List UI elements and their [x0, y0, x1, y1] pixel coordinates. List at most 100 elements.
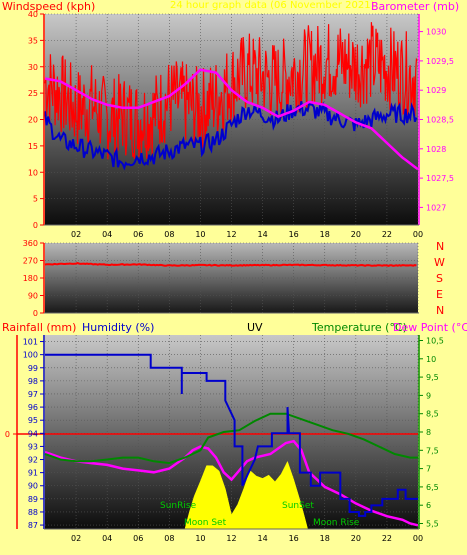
sunset-label: SunSet: [282, 501, 314, 511]
temperature-tick-label: 7: [426, 465, 431, 474]
chart-subtitle: 24 hour graph data (06 November 2021): [170, 0, 375, 11]
humidity-tick-label: 100: [23, 351, 38, 360]
direction-tick-label: 360: [23, 239, 38, 248]
barometer-tick-label: 1028: [426, 145, 446, 154]
barometer-title: Barometer (mb): [371, 0, 460, 13]
temperature-tick-label: 10,5: [426, 336, 444, 345]
top-x-tick-label: 14: [257, 230, 267, 239]
compass-e: E: [436, 288, 443, 301]
temperature-tick-label: 9: [426, 391, 431, 400]
wind-gust-line: [44, 22, 418, 160]
uv-title: UV: [247, 321, 263, 334]
direction-tick-label: 90: [28, 292, 38, 301]
humidity-tick-label: 96: [28, 403, 38, 412]
temperature-line: [44, 412, 418, 465]
rain-tick-label: 0: [5, 430, 10, 439]
top-x-tick-label: 02: [71, 230, 81, 239]
bottom-x-tick-label: 00: [413, 534, 423, 543]
humidity-tick-label: 99: [28, 364, 38, 373]
barometer-tick-label: 1030: [426, 28, 446, 37]
direction-tick-label: 270: [23, 257, 38, 266]
temperature-tick-label: 5,5: [426, 520, 439, 529]
barometer-tick-label: 1029,5: [426, 57, 454, 66]
temperature-tick-label: 6,5: [426, 483, 439, 492]
humidity-tick-label: 91: [28, 469, 38, 478]
humidity-tick-label: 95: [28, 416, 38, 425]
top-x-tick-label: 16: [289, 230, 299, 239]
humidity-tick-label: 88: [28, 508, 38, 517]
humidity-tick-label: 101: [23, 338, 38, 347]
barometer-tick-label: 1027,5: [426, 174, 454, 183]
bottom-x-tick-label: 20: [351, 534, 361, 543]
compass-n-top: N: [436, 240, 445, 253]
barometer-tick-label: 1028,5: [426, 116, 454, 125]
bottom-x-tick-label: 06: [133, 534, 143, 543]
temperature-title: Temperature (°C): [312, 321, 407, 334]
humidity-tick-label: 98: [28, 377, 38, 386]
windspeed-tick-label: 0: [33, 221, 38, 230]
moonset-label: Moon Set: [184, 518, 227, 528]
temperature-tick-label: 8: [426, 428, 431, 437]
wind-average-series: [44, 101, 418, 171]
top-x-tick-label: 12: [226, 230, 236, 239]
top-x-tick-label: 18: [320, 230, 330, 239]
windspeed-tick-label: 25: [28, 89, 38, 98]
windspeed-tick-label: 10: [28, 168, 38, 177]
wind-direction-line: [44, 262, 417, 267]
top-x-tick-label: 22: [382, 230, 392, 239]
temperature-tick-label: 8,5: [426, 410, 439, 419]
humidity-tick-label: 89: [28, 495, 38, 504]
top-x-tick-label: 04: [102, 230, 112, 239]
bottom-x-tick-label: 08: [164, 534, 174, 543]
bottom-x-tick-label: 16: [289, 534, 299, 543]
windspeed-tick-label: 5: [33, 195, 38, 204]
wind-gust-series: [44, 22, 418, 160]
temperature-tick-label: 10: [426, 355, 436, 364]
barometer-series: [44, 68, 419, 171]
dew-point-title: Dew Point (°C): [393, 321, 467, 334]
temperature-tick-label: 7,5: [426, 446, 439, 455]
bottom-x-tick-label: 02: [71, 534, 81, 543]
direction-tick-label: 0: [33, 309, 38, 318]
temperature-tick-label: 9,5: [426, 373, 439, 382]
humidity-series: [45, 353, 418, 517]
barometer-tick-label: 1029: [426, 86, 446, 95]
windspeed-tick-label: 35: [28, 36, 38, 45]
windspeed-tick-label: 30: [28, 63, 38, 72]
windspeed-tick-label: 20: [28, 116, 38, 125]
direction-tick-label: 180: [23, 274, 38, 283]
temperature-tick-label: 6: [426, 501, 431, 510]
top-x-tick-label: 08: [164, 230, 174, 239]
humidity-tick-label: 93: [28, 442, 38, 451]
humidity-tick-label: 92: [28, 456, 38, 465]
humidity-line: [45, 353, 418, 517]
humidity-tick-label: 90: [28, 482, 38, 491]
windspeed-title: Windspeed (kph): [2, 0, 96, 13]
humidity-tick-label: 97: [28, 390, 38, 399]
wind-average-line: [44, 101, 418, 171]
windspeed-tick-label: 40: [28, 10, 38, 19]
humidity-tick-label: 87: [28, 521, 38, 530]
compass-s: S: [436, 272, 443, 285]
bottom-x-tick-label: 10: [195, 534, 205, 543]
humidity-tick-label: 94: [28, 429, 38, 438]
top-x-tick-label: 10: [195, 230, 205, 239]
humidity-title: Humidity (%): [82, 321, 155, 334]
bottom-x-tick-label: 22: [382, 534, 392, 543]
top-x-tick-label: 06: [133, 230, 143, 239]
moonrise-label: Moon Rise: [313, 518, 360, 528]
compass-n-bottom: N: [436, 304, 445, 317]
top-x-tick-label: 20: [351, 230, 361, 239]
bottom-x-tick-label: 18: [320, 534, 330, 543]
bottom-x-tick-label: 14: [257, 534, 267, 543]
windspeed-tick-label: 15: [28, 142, 38, 151]
temperature-series: [44, 412, 418, 465]
wind-direction-series: [44, 262, 417, 267]
barometer-line: [44, 68, 419, 171]
bottom-x-tick-label: 04: [102, 534, 112, 543]
sunrise-label: SunRise: [160, 501, 197, 511]
bottom-x-tick-label: 12: [226, 534, 236, 543]
compass-w: W: [434, 256, 445, 269]
barometer-tick-label: 1027: [426, 203, 446, 212]
